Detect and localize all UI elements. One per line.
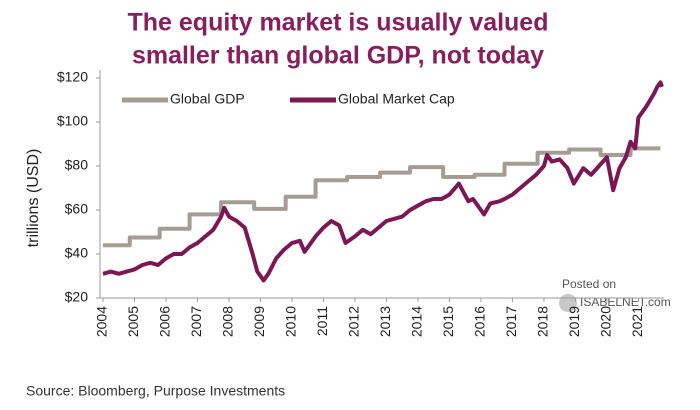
y-tick-label: $20 [65,289,89,305]
x-tick-label: 2021 [629,306,645,337]
watermark: ISABELNET.com [580,295,671,309]
x-tick-label: 2012 [346,306,362,337]
x-tick-label: 2010 [283,306,299,337]
y-tick-label: $40 [65,245,89,261]
y-tick-label: $100 [57,113,88,129]
watermark: Posted on [562,277,616,291]
x-tick-label: 2009 [251,306,267,337]
y-axis-title: trillions (USD) [25,149,42,248]
series-line [102,80,664,283]
chart-title: The equity market is usually valued [128,9,549,37]
x-tick-label: 2005 [125,306,141,337]
x-tick-label: 2008 [220,306,236,337]
source: Source: Bloomberg, Purpose Investments [26,383,285,399]
x-tick-label: 2016 [472,306,488,337]
x-tick-label: 2007 [188,306,204,337]
y-tick-label: $120 [57,69,88,85]
x-tick-label: 2019 [566,306,582,337]
series-line [103,146,661,248]
chart-title: smaller than global GDP, not today [132,42,544,70]
y-tick-label: $60 [65,201,89,217]
x-tick-label: 2006 [157,306,173,337]
x-tick-label: 2011 [314,306,330,336]
legend-label: Global Market Cap [338,91,455,107]
x-tick-label: 2018 [535,306,551,337]
legend-label: Global GDP [170,91,245,107]
x-tick-label: 2014 [409,306,425,337]
y-tick-label: $80 [65,157,89,173]
x-tick-label: 2017 [503,306,519,337]
x-tick-label: 2015 [440,306,456,337]
x-tick-label: 2004 [94,306,110,337]
x-tick-label: 2020 [598,306,614,337]
x-tick-label: 2013 [377,306,393,337]
